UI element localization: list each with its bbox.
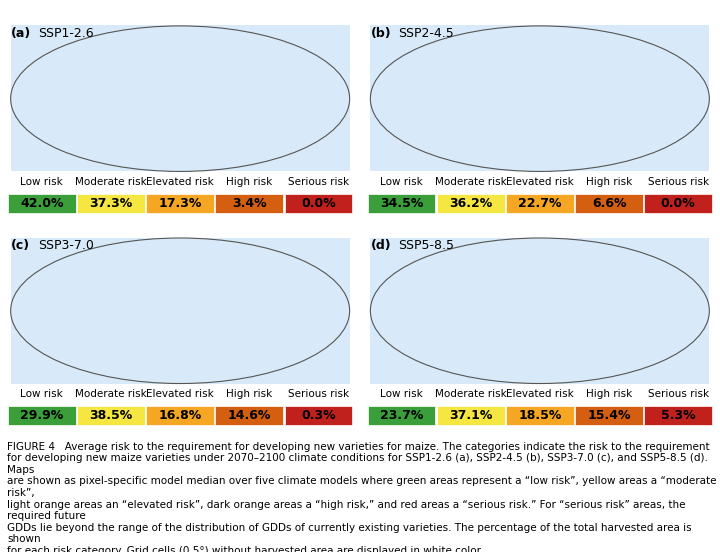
Text: 18.5%: 18.5% bbox=[518, 410, 562, 422]
Ellipse shape bbox=[11, 26, 350, 172]
Text: Low risk: Low risk bbox=[380, 177, 423, 187]
FancyBboxPatch shape bbox=[575, 406, 643, 426]
Text: 0.0%: 0.0% bbox=[661, 197, 696, 210]
Text: Serious risk: Serious risk bbox=[648, 389, 708, 399]
Text: Elevated risk: Elevated risk bbox=[146, 177, 214, 187]
Text: (c): (c) bbox=[11, 239, 30, 252]
Text: 37.3%: 37.3% bbox=[89, 197, 132, 210]
Text: 38.5%: 38.5% bbox=[89, 410, 132, 422]
FancyBboxPatch shape bbox=[368, 406, 436, 426]
FancyBboxPatch shape bbox=[77, 194, 145, 213]
Text: 15.4%: 15.4% bbox=[588, 410, 631, 422]
Text: (a): (a) bbox=[11, 26, 31, 40]
Text: 23.7%: 23.7% bbox=[380, 410, 423, 422]
FancyBboxPatch shape bbox=[215, 406, 283, 426]
FancyBboxPatch shape bbox=[575, 194, 643, 213]
FancyBboxPatch shape bbox=[506, 194, 574, 213]
Text: Moderate risk: Moderate risk bbox=[75, 389, 147, 399]
FancyBboxPatch shape bbox=[8, 194, 76, 213]
Text: 42.0%: 42.0% bbox=[20, 197, 63, 210]
Text: Moderate risk: Moderate risk bbox=[435, 389, 507, 399]
Text: High risk: High risk bbox=[226, 177, 272, 187]
Text: 0.0%: 0.0% bbox=[301, 197, 336, 210]
Text: Moderate risk: Moderate risk bbox=[75, 177, 147, 187]
Text: Serious risk: Serious risk bbox=[648, 177, 708, 187]
FancyBboxPatch shape bbox=[368, 194, 436, 213]
Text: 22.7%: 22.7% bbox=[518, 197, 562, 210]
FancyBboxPatch shape bbox=[644, 194, 712, 213]
Text: FIGURE 4   Average risk to the requirement for developing new varieties for maiz: FIGURE 4 Average risk to the requirement… bbox=[7, 442, 716, 552]
Text: Low risk: Low risk bbox=[380, 389, 423, 399]
Text: Elevated risk: Elevated risk bbox=[506, 177, 574, 187]
Text: Elevated risk: Elevated risk bbox=[506, 389, 574, 399]
Text: Serious risk: Serious risk bbox=[288, 177, 349, 187]
Text: SSP5-8.5: SSP5-8.5 bbox=[398, 239, 454, 252]
FancyBboxPatch shape bbox=[644, 406, 712, 426]
Text: 34.5%: 34.5% bbox=[380, 197, 423, 210]
FancyBboxPatch shape bbox=[437, 194, 505, 213]
Text: 37.1%: 37.1% bbox=[449, 410, 492, 422]
Text: SSP2-4.5: SSP2-4.5 bbox=[398, 26, 454, 40]
FancyBboxPatch shape bbox=[146, 194, 214, 213]
Text: 6.6%: 6.6% bbox=[592, 197, 626, 210]
Text: 0.3%: 0.3% bbox=[301, 410, 336, 422]
FancyBboxPatch shape bbox=[284, 194, 352, 213]
Text: Low risk: Low risk bbox=[20, 389, 63, 399]
Text: 16.8%: 16.8% bbox=[158, 410, 202, 422]
Text: SSP1-2.6: SSP1-2.6 bbox=[38, 26, 94, 40]
Text: 5.3%: 5.3% bbox=[661, 410, 696, 422]
Text: 14.6%: 14.6% bbox=[228, 410, 271, 422]
Text: High risk: High risk bbox=[586, 389, 632, 399]
Text: Low risk: Low risk bbox=[20, 177, 63, 187]
Text: High risk: High risk bbox=[226, 389, 272, 399]
FancyBboxPatch shape bbox=[77, 406, 145, 426]
Text: Moderate risk: Moderate risk bbox=[435, 177, 507, 187]
Ellipse shape bbox=[370, 26, 709, 172]
Text: 29.9%: 29.9% bbox=[20, 410, 63, 422]
Text: SSP3-7.0: SSP3-7.0 bbox=[38, 239, 94, 252]
Ellipse shape bbox=[11, 238, 350, 384]
FancyBboxPatch shape bbox=[284, 406, 352, 426]
Text: High risk: High risk bbox=[586, 177, 632, 187]
Text: 36.2%: 36.2% bbox=[449, 197, 492, 210]
FancyBboxPatch shape bbox=[8, 406, 76, 426]
FancyBboxPatch shape bbox=[215, 194, 283, 213]
FancyBboxPatch shape bbox=[437, 406, 505, 426]
FancyBboxPatch shape bbox=[506, 406, 574, 426]
Text: 17.3%: 17.3% bbox=[158, 197, 202, 210]
Text: (b): (b) bbox=[370, 26, 391, 40]
Ellipse shape bbox=[370, 238, 709, 384]
FancyBboxPatch shape bbox=[146, 406, 214, 426]
Text: 3.4%: 3.4% bbox=[232, 197, 266, 210]
Text: Elevated risk: Elevated risk bbox=[146, 389, 214, 399]
Text: Serious risk: Serious risk bbox=[288, 389, 349, 399]
Text: (d): (d) bbox=[370, 239, 391, 252]
